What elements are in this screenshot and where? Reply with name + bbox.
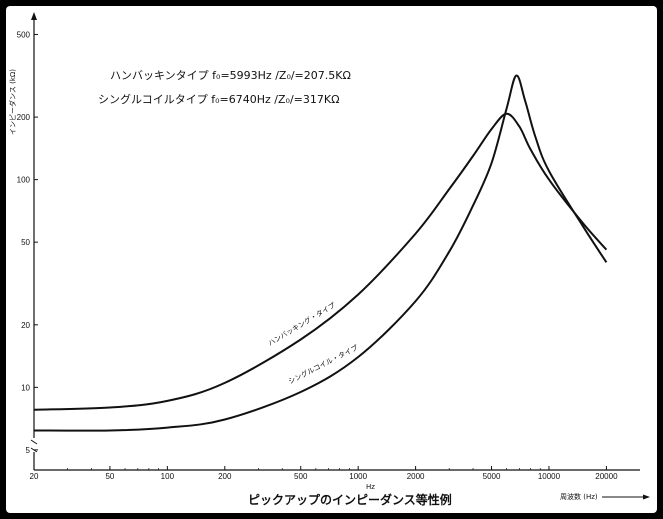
series-line-humbucker: [33, 112, 608, 411]
y-tick-label: 500: [17, 30, 31, 39]
y-tick-label: 100: [17, 176, 31, 185]
series-label-humbucker: ハンバッキング・タイプ: [266, 300, 336, 347]
x-tick-label: 200: [218, 472, 232, 481]
y-tick-label: 20: [21, 321, 30, 330]
ticks: 20 50 100 200 500 1000 2000 5000 10000 20000 5 10 20…: [17, 30, 618, 481]
x-label-arrow-head: [643, 494, 650, 500]
series-line-single-coil: [33, 74, 608, 432]
x-tick-label: 100: [161, 472, 175, 481]
y-axis-arrow: [31, 12, 37, 20]
series-group: [33, 74, 608, 432]
chart-paper: [6, 6, 657, 513]
x-axis-label: 周波数 (Hz): [560, 492, 598, 501]
annotation-humbucker: ハンバッキンタイプ f₀=5993Hz /Z₀/=207.5KΩ: [110, 69, 351, 82]
y-axis-label: インピーダンス (kΩ): [8, 69, 17, 135]
y-tick-label: 50: [21, 238, 30, 247]
y-tick-label: 5: [26, 446, 31, 455]
x-tick-label: 10000: [538, 472, 561, 481]
x-tick-label: 5000: [483, 472, 501, 481]
x-tick-label: 2000: [407, 472, 425, 481]
text-labels: ハンバッキンタイプ f₀=5993Hz /Z₀/=207.5KΩ シングルコイル…: [8, 69, 598, 507]
x-tick-label: 20: [30, 472, 39, 481]
axes: [30, 12, 650, 500]
chart-title: ピックアップのインピーダンス等性例: [248, 492, 452, 507]
y-tick-label: 10: [21, 383, 30, 392]
x-tick-label: 1000: [349, 472, 367, 481]
x-tick-label: 500: [294, 472, 308, 481]
y-tick-label: 200: [17, 113, 31, 122]
x-tick-label: 20000: [595, 472, 618, 481]
x-unit-label: Hz: [366, 483, 375, 491]
annotation-single-coil: シングルコイルタイプ f₀=6740Hz /Z₀/=317KΩ: [98, 92, 340, 106]
x-tick-label: 50: [105, 472, 114, 481]
